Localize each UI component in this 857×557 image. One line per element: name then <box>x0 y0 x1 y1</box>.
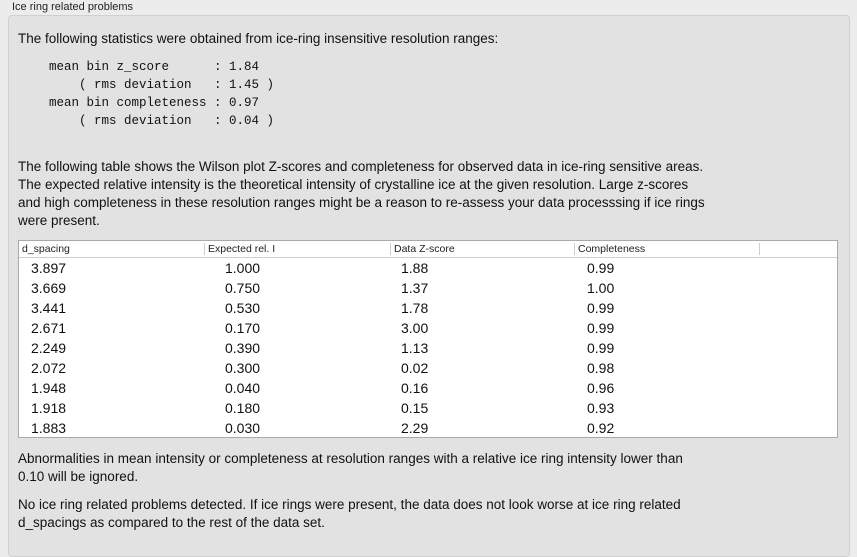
table-row[interactable]: 1.918 0.180 0.15 0.93 <box>19 398 837 418</box>
table-cell: 1.78 <box>401 300 429 316</box>
table-cell: 0.15 <box>401 400 429 416</box>
note-line: Abnormalities in mean intensity or compl… <box>18 451 683 466</box>
description-line: The following table shows the Wilson plo… <box>18 159 704 174</box>
note-line: 0.10 will be ignored. <box>18 469 139 484</box>
column-header-expected-rel-i[interactable]: Expected rel. I <box>205 243 391 255</box>
table-cell: 3.897 <box>31 260 67 276</box>
description-line: were present. <box>18 213 100 228</box>
table-cell: 2.249 <box>31 340 67 356</box>
table-cell: 2.072 <box>31 360 67 376</box>
ice-ring-panel: The following statistics were obtained f… <box>8 15 850 557</box>
description-line: The expected relative intensity is the t… <box>18 177 689 192</box>
result-line: d_spacings as compared to the rest of th… <box>18 515 325 530</box>
table-cell: 1.00 <box>587 280 615 296</box>
table-cell: 0.99 <box>587 260 615 276</box>
table-cell: 0.530 <box>225 300 261 316</box>
group-title: Ice ring related problems <box>12 1 134 13</box>
table-header: d_spacing Expected rel. I Data Z-score C… <box>19 241 837 258</box>
table-cell: 1.883 <box>31 420 67 436</box>
column-header-empty <box>760 243 837 255</box>
table-cell: 0.96 <box>587 380 615 396</box>
table-row[interactable]: 2.072 0.300 0.02 0.98 <box>19 358 837 378</box>
table-cell: 0.99 <box>587 320 615 336</box>
table-cell: 0.92 <box>587 420 615 436</box>
table-cell: 0.300 <box>225 360 261 376</box>
table-cell: 1.37 <box>401 280 429 296</box>
description-line: and high completeness in these resolutio… <box>18 195 705 210</box>
table-body: 3.897 1.000 1.88 0.99 3.669 0.750 1.37 1.00 3.44… <box>19 258 837 438</box>
table-cell: 0.99 <box>587 300 615 316</box>
table-cell: 0.16 <box>401 380 429 396</box>
table-cell: 1.000 <box>225 260 261 276</box>
table-cell: 0.02 <box>401 360 429 376</box>
result-line: No ice ring related problems detected. I… <box>18 497 681 512</box>
intro-text: The following statistics were obtained f… <box>18 31 499 46</box>
table-cell: 1.88 <box>401 260 429 276</box>
table-cell: 2.29 <box>401 420 429 436</box>
table-cell: 0.040 <box>225 380 261 396</box>
ice-ring-table: d_spacing Expected rel. I Data Z-score C… <box>18 240 838 438</box>
table-cell: 1.918 <box>31 400 67 416</box>
table-cell: 0.93 <box>587 400 615 416</box>
table-row[interactable]: 2.249 0.390 1.13 0.99 <box>19 338 837 358</box>
table-cell: 1.948 <box>31 380 67 396</box>
column-header-completeness[interactable]: Completeness <box>575 243 760 255</box>
table-cell: 0.180 <box>225 400 261 416</box>
table-cell: 0.99 <box>587 340 615 356</box>
table-cell: 3.441 <box>31 300 67 316</box>
table-row[interactable]: 1.883 0.030 2.29 0.92 <box>19 418 837 438</box>
table-cell: 0.750 <box>225 280 261 296</box>
table-cell: 1.13 <box>401 340 429 356</box>
table-row[interactable]: 2.671 0.170 3.00 0.99 <box>19 318 837 338</box>
table-cell: 0.170 <box>225 320 261 336</box>
column-header-d-spacing[interactable]: d_spacing <box>19 243 205 255</box>
table-row[interactable]: 3.669 0.750 1.37 1.00 <box>19 278 837 298</box>
table-cell: 0.98 <box>587 360 615 376</box>
table-row[interactable]: 3.897 1.000 1.88 0.99 <box>19 258 837 278</box>
table-row[interactable]: 3.441 0.530 1.78 0.99 <box>19 298 837 318</box>
table-cell: 0.390 <box>225 340 261 356</box>
table-cell: 2.671 <box>31 320 67 336</box>
table-row[interactable]: 1.948 0.040 0.16 0.96 <box>19 378 837 398</box>
stats-block: mean bin z_score : 1.84 ( rms deviation … <box>49 60 275 128</box>
table-cell: 3.669 <box>31 280 67 296</box>
column-header-data-z-score[interactable]: Data Z-score <box>391 243 575 255</box>
table-cell: 0.030 <box>225 420 261 436</box>
table-cell: 3.00 <box>401 320 429 336</box>
